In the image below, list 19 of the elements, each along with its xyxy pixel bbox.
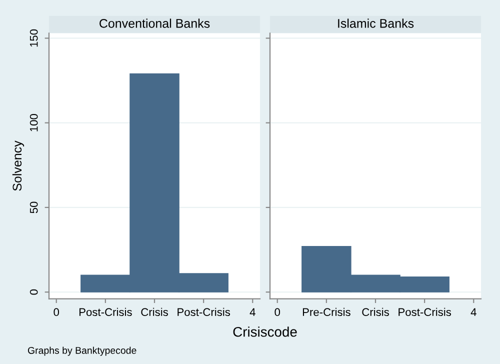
text: Graphs by Banktypecode — [28, 346, 136, 356]
x-tick-label: Post-Crisis — [398, 308, 452, 316]
x-tick-label: Crisis — [141, 308, 168, 316]
x-tick-label: 4 — [250, 308, 256, 316]
x-tick-label: Pre-Crisis — [302, 308, 350, 316]
x-tick-label: Crisis — [362, 308, 389, 316]
x-tick-label: Post-Crisis — [79, 308, 132, 316]
x-tick-label: 4 — [470, 308, 476, 316]
y-tick-label: 150 — [30, 29, 38, 47]
chart-title: Islamic Banks — [338, 18, 414, 28]
y-tick-label: 50 — [30, 202, 38, 214]
y-tick-label: 0 — [30, 289, 38, 295]
x-tick-label: 0 — [274, 308, 280, 316]
y-axis-title: Solvency — [12, 140, 24, 191]
y-tick-label: 100 — [30, 114, 38, 132]
x-tick-label: Post-Crisis — [178, 308, 230, 316]
chart-title: Conventional Banks — [100, 18, 210, 28]
x-axis-title: Crisiscode — [233, 326, 297, 337]
x-tick-label: 0 — [54, 308, 60, 316]
